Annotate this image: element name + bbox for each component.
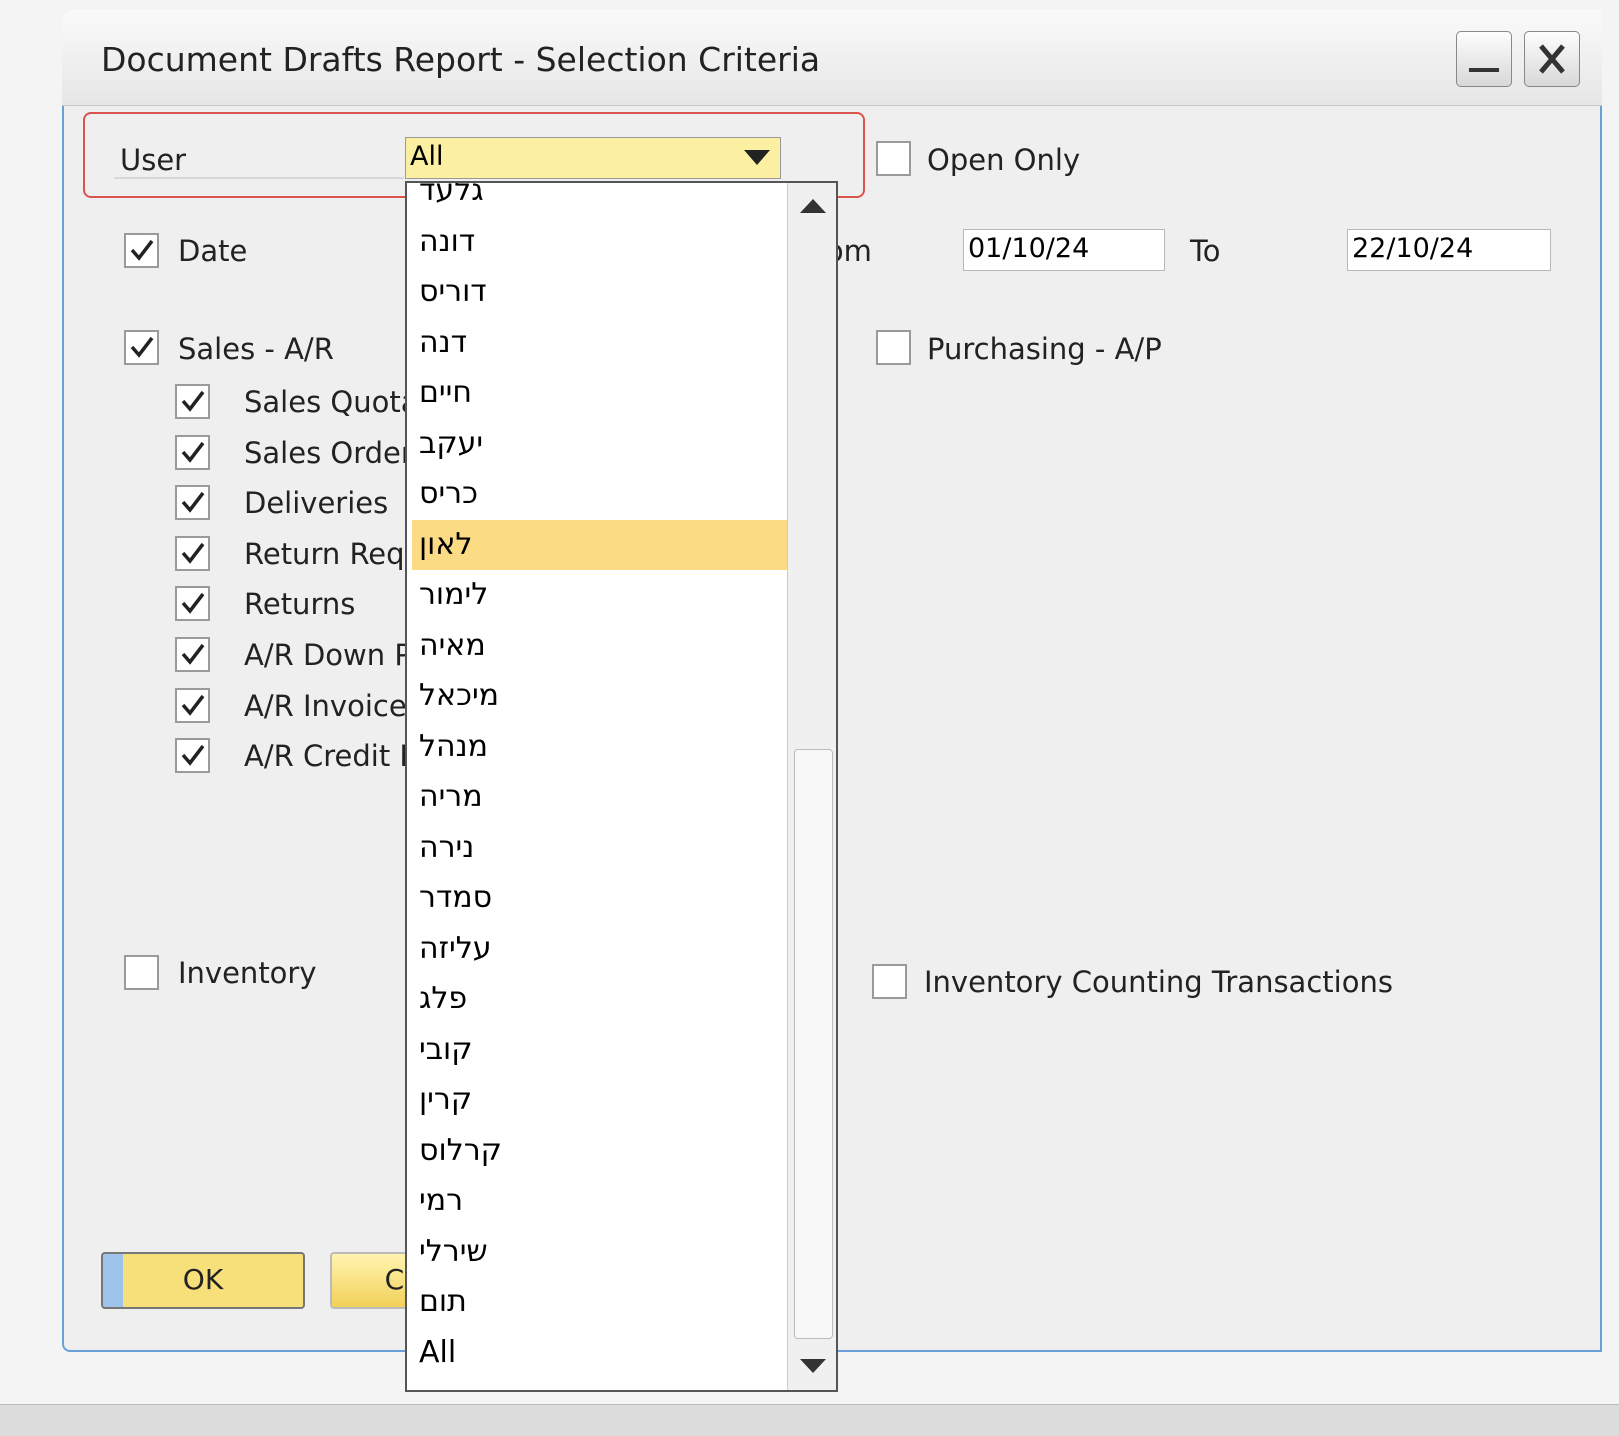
dropdown-item[interactable]: נירה xyxy=(419,829,475,865)
dropdown-item[interactable]: קובי xyxy=(419,1031,473,1067)
date-to-input[interactable]: 22/10/24 xyxy=(1347,229,1551,271)
window-title: Document Drafts Report - Selection Crite… xyxy=(101,40,821,79)
dropdown-item[interactable]: סמדר xyxy=(419,880,493,915)
inventory-checkbox[interactable] xyxy=(124,955,159,990)
minimize-button[interactable] xyxy=(1456,31,1512,87)
to-label: To xyxy=(1190,234,1221,268)
inventory-counting-label: Inventory Counting Transactions xyxy=(924,965,1393,999)
sales-item-checkbox[interactable] xyxy=(175,434,210,470)
sales-item-checkbox[interactable] xyxy=(175,485,210,521)
sales-item-label: Deliveries xyxy=(244,486,389,521)
dropdown-item[interactable]: דונה xyxy=(419,223,476,259)
dropdown-item[interactable]: תום xyxy=(419,1284,467,1319)
status-bar xyxy=(0,1404,1619,1436)
dropdown-item[interactable]: רמי xyxy=(419,1183,464,1218)
date-from-input[interactable]: 01/10/24 xyxy=(963,229,1165,271)
dropdown-item[interactable]: עליזה xyxy=(419,930,492,966)
dropdown-item[interactable]: דנה xyxy=(419,324,467,360)
dropdown-item[interactable]: לימור xyxy=(419,577,489,612)
sales-item-checkbox[interactable] xyxy=(175,535,210,571)
date-label: Date xyxy=(178,234,248,268)
dropdown-item[interactable]: יעקב xyxy=(419,425,484,461)
ok-button[interactable]: OK xyxy=(101,1252,305,1309)
user-value: All xyxy=(410,141,444,172)
sales-item-checkbox[interactable] xyxy=(175,738,210,774)
title-bar xyxy=(62,10,1602,106)
dropdown-item[interactable]: מריה xyxy=(419,779,483,814)
scroll-thumb[interactable] xyxy=(794,749,833,1339)
dropdown-item[interactable]: דוריס xyxy=(419,274,487,309)
sales-item-checkbox[interactable] xyxy=(175,687,210,723)
sales-item-label: Sales Orders xyxy=(244,435,428,470)
dropdown-item[interactable]: מיכאל xyxy=(419,678,500,713)
sales-item-checkbox[interactable] xyxy=(175,586,210,622)
separator xyxy=(114,177,404,179)
dropdown-item[interactable]: קרין xyxy=(419,1082,473,1117)
dropdown-item[interactable]: לאון xyxy=(412,519,787,570)
inventory-counting-checkbox[interactable] xyxy=(872,964,907,999)
scroll-down[interactable] xyxy=(800,1359,826,1373)
dropdown-item[interactable]: מנהל xyxy=(419,728,489,764)
sales-item-checkbox[interactable] xyxy=(175,384,210,419)
scroll-up[interactable] xyxy=(800,199,826,213)
scrollbar[interactable] xyxy=(787,183,836,1390)
sales-item-label: A/R Invoices xyxy=(244,688,422,723)
dropdown-item[interactable]: שירלי xyxy=(419,1233,488,1269)
dropdown-item[interactable]: All xyxy=(419,1334,457,1370)
open-only-label: Open Only xyxy=(927,143,1081,177)
sales-label: Sales - A/R xyxy=(178,332,334,366)
dropdown-item[interactable]: גלעד xyxy=(419,181,484,208)
date-checkbox[interactable] xyxy=(124,233,159,268)
sales-item-checkbox[interactable] xyxy=(175,637,210,672)
user-combo[interactable]: All xyxy=(405,137,781,179)
dropdown-item[interactable]: חיים xyxy=(419,375,472,410)
open-only-checkbox[interactable] xyxy=(876,141,911,176)
close-button[interactable] xyxy=(1524,31,1580,87)
dropdown-item[interactable]: קרלוס xyxy=(419,1132,502,1168)
purchasing-checkbox[interactable] xyxy=(876,330,911,365)
dropdown-item[interactable]: מאיה xyxy=(419,627,486,663)
inventory-label: Inventory xyxy=(178,956,317,990)
sales-item-label: Returns xyxy=(244,587,356,622)
purchasing-label: Purchasing - A/P xyxy=(927,332,1162,366)
sales-checkbox[interactable] xyxy=(124,330,159,365)
dropdown-item[interactable]: כריס xyxy=(419,476,478,511)
dropdown-item[interactable]: פלג xyxy=(419,981,468,1016)
user-dropdown-list: גלעד דונה דוריס דנה חיים יעקב כריס לאון לימור מאי… xyxy=(405,181,838,1392)
user-label: User xyxy=(120,143,187,177)
